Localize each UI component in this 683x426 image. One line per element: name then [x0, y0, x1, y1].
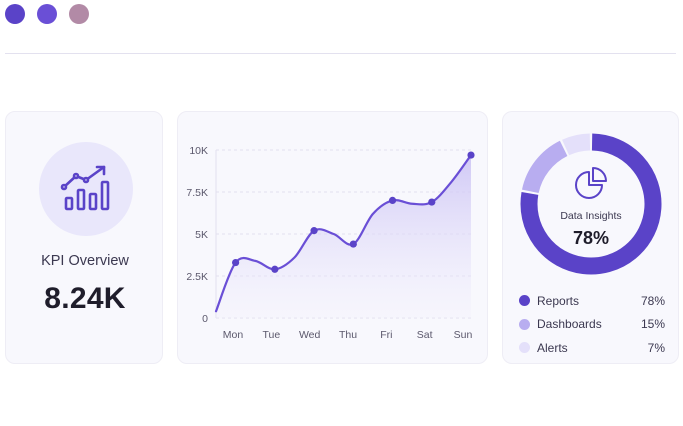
legend-item-dashboards[interactable]: Dashboards 15% [519, 313, 665, 337]
data-point[interactable] [349, 240, 357, 248]
legend-swatch [519, 342, 530, 354]
data-point[interactable] [271, 265, 279, 273]
legend-item-alerts[interactable]: Alerts 7% [519, 336, 665, 360]
x-tick-label: Fri [380, 329, 392, 341]
y-tick-label: 0 [202, 313, 208, 325]
data-point[interactable] [232, 258, 240, 267]
kpi-title: KPI Overview [41, 253, 129, 269]
insights-donut-chart [520, 133, 662, 275]
data-point[interactable] [388, 196, 397, 204]
window-dot-1[interactable] [5, 4, 25, 24]
x-tick-label: Tue [262, 329, 280, 341]
kpi-icon-badge [39, 142, 133, 236]
donut-slice-dashboards[interactable] [521, 140, 568, 194]
kpi-value: 8.24K [44, 282, 126, 315]
donut-legend: Reports 78% Dashboards 15% Alerts 7% [519, 289, 665, 360]
x-tick-label: Sat [417, 329, 433, 341]
area-fill [216, 155, 471, 318]
data-point[interactable] [467, 151, 475, 159]
legend-value: 78% [640, 293, 665, 308]
x-tick-label: Thu [339, 329, 357, 341]
x-tick-label: Mon [223, 329, 244, 341]
y-tick-label: 7.5K [186, 187, 208, 199]
donut-center-label: Data Insights [560, 210, 622, 222]
legend-label: Reports [537, 293, 580, 308]
y-tick-label: 2.5K [186, 271, 208, 283]
y-tick-label: 10K [189, 145, 208, 157]
legend-swatch [519, 318, 530, 330]
legend-value: 15% [640, 317, 665, 332]
donut-slice-alerts[interactable] [562, 133, 591, 156]
y-tick-label: 5K [195, 229, 208, 241]
legend-label: Dashboards [537, 317, 602, 332]
donut-slice-reports[interactable] [520, 133, 662, 275]
window-dot-3[interactable] [69, 4, 89, 24]
legend-value: 7% [647, 340, 665, 355]
window-controls [5, 4, 89, 24]
weekly-area-chart: 0 2.5K 5K 7.5K 10K Mon Tue Wed Thu Fri Sat Sun [186, 145, 475, 341]
pie-chart-icon [575, 167, 607, 199]
legend-label: Alerts [537, 340, 568, 355]
x-tick-label: Sun [454, 329, 473, 341]
trend-bar-chart-icon [60, 165, 110, 211]
legend-item-reports[interactable]: Reports 78% [519, 289, 665, 313]
weekly-chart-card: 0 2.5K 5K 7.5K 10K Mon Tue Wed Thu Fri Sat Sun [177, 111, 488, 364]
donut-center-value: 78% [572, 228, 610, 248]
window-dot-2[interactable] [37, 4, 57, 24]
data-point[interactable] [310, 227, 318, 235]
kpi-card: KPI Overview 8.24K [5, 111, 163, 364]
data-point[interactable] [428, 198, 436, 206]
data-insights-card: Data Insights 78% Reports 78% Dashboards 15… [502, 111, 679, 364]
header-divider [5, 53, 676, 54]
legend-swatch [519, 295, 530, 307]
x-tick-label: Wed [299, 329, 321, 341]
